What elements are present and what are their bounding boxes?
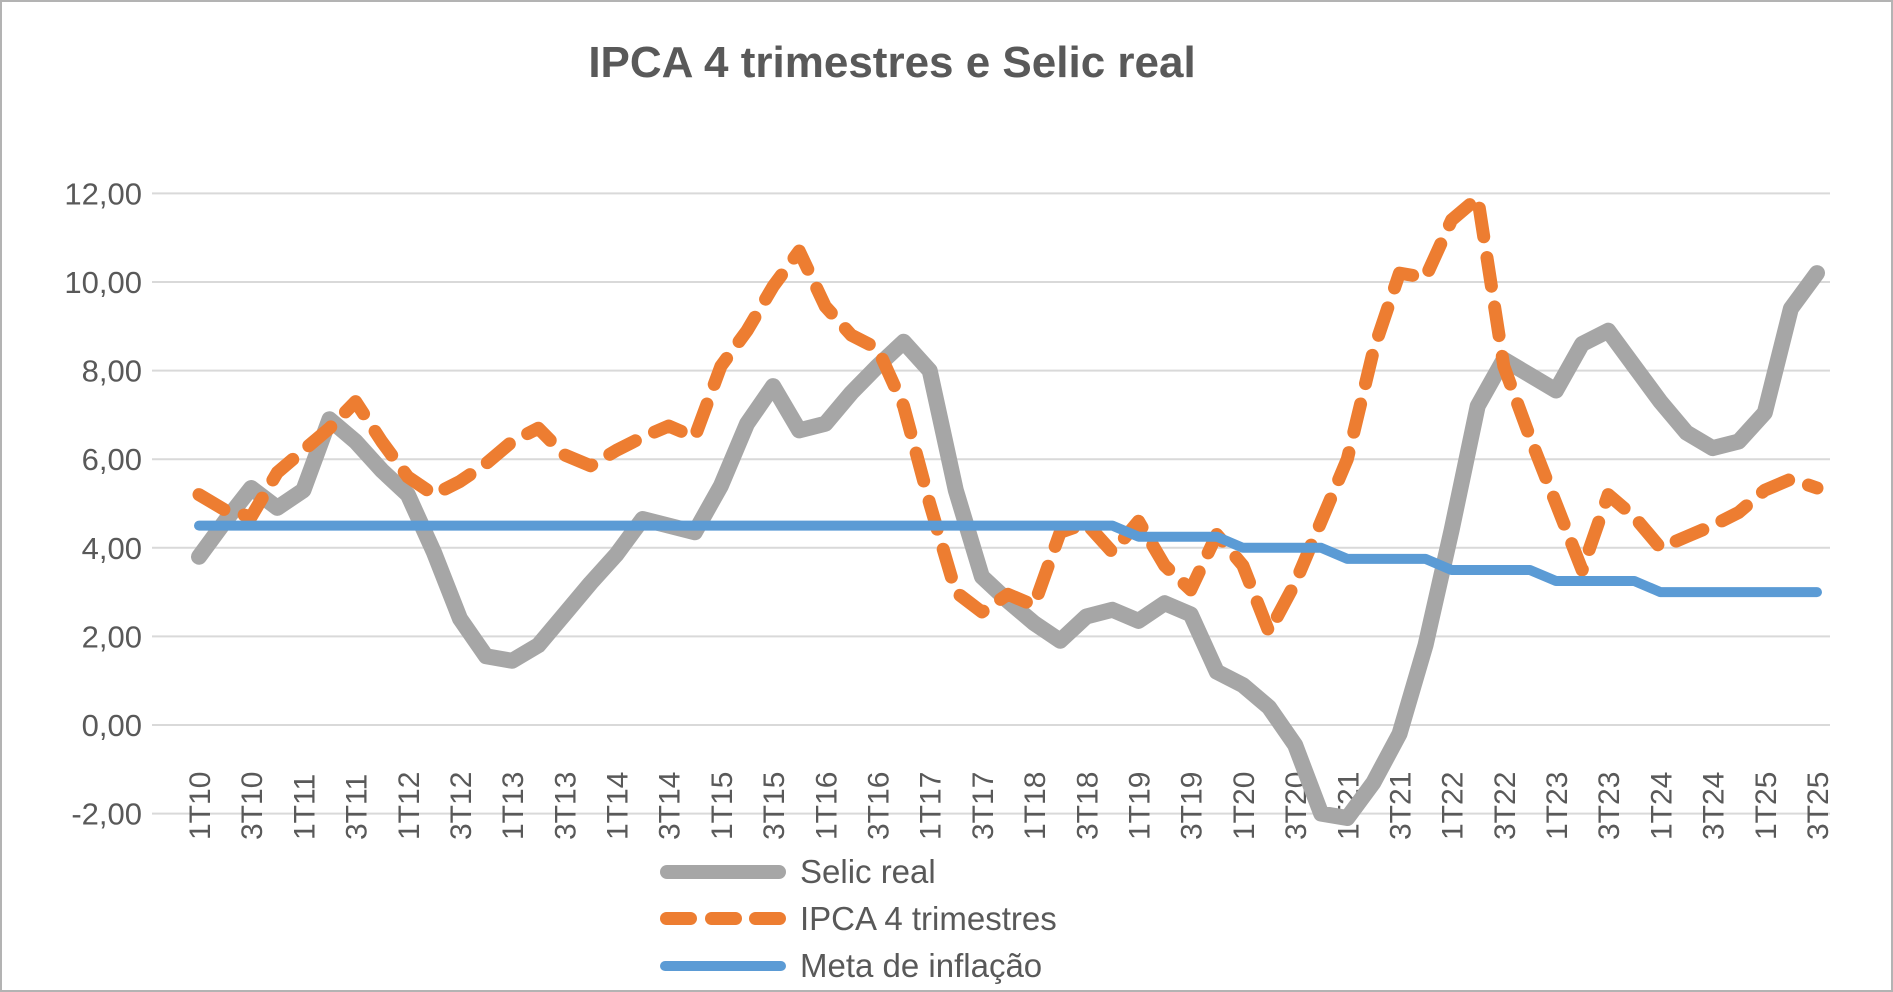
y-tick-label: 4,00 (82, 531, 142, 566)
y-tick-label: 10,00 (64, 265, 142, 300)
x-tick-label: 1T15 (706, 772, 739, 840)
y-tick-label: 6,00 (82, 442, 142, 477)
y-tick-label: 8,00 (82, 354, 142, 389)
legend-label: IPCA 4 trimestres (800, 899, 1057, 937)
x-axis-labels: 1T10 3T10 1T11 3T11 1T12 3T12 1T13 3T13 1T14 3T14… (184, 772, 1835, 840)
x-tick-label: 1T12 (393, 772, 426, 840)
x-tick-label: 1T20 (1228, 772, 1261, 840)
x-tick-label: 3T22 (1489, 772, 1522, 840)
x-tick-label: 1T24 (1645, 772, 1678, 840)
series-lines (191, 191, 1825, 826)
legend-label: Meta de inflação (800, 946, 1043, 984)
legend-item-ipca-4-trimestres: IPCA 4 trimestres (660, 895, 1057, 942)
x-tick-label: 1T19 (1123, 772, 1156, 840)
chart-title: IPCA 4 trimestres e Selic real (588, 38, 1196, 87)
x-tick-label: 1T13 (497, 772, 530, 840)
x-tick-label: 1T14 (602, 772, 635, 840)
x-tick-label: 3T16 (863, 772, 896, 840)
y-tick-label: 0,00 (82, 708, 142, 743)
x-tick-label: 1T25 (1750, 772, 1783, 840)
legend-swatch-ipca-4-trimestres (660, 912, 786, 925)
legend-line-sample (660, 864, 786, 879)
x-tick-label: 3T15 (758, 772, 791, 840)
x-tick-label: 3T14 (654, 772, 687, 840)
series-line-ipca-4-trimestres (192, 191, 1824, 639)
x-tick-label: 1T11 (288, 774, 321, 840)
x-tick-label: 3T11 (341, 774, 374, 840)
x-tick-label: 1T23 (1541, 772, 1574, 840)
x-tick-label: 3T12 (445, 772, 478, 840)
x-tick-label: 3T19 (1176, 772, 1209, 840)
x-tick-label: 1T18 (1019, 772, 1052, 840)
x-tick-label: 1T16 (810, 772, 843, 840)
x-tick-label: 3T21 (1384, 772, 1417, 840)
x-tick-label: 1T10 (184, 772, 217, 840)
legend-dash (704, 912, 742, 925)
x-tick-label: 3T17 (967, 772, 1000, 840)
legend-label: Selic real (800, 852, 936, 890)
legend-dash (749, 912, 786, 925)
legend-dash (660, 912, 697, 925)
y-tick-label: 2,00 (82, 619, 142, 654)
legend-item-meta-de-infla-o: Meta de inflação (660, 942, 1057, 989)
x-tick-label: 1T17 (915, 772, 948, 840)
x-tick-label: 3T25 (1802, 772, 1835, 840)
x-tick-label: 3T23 (1593, 772, 1626, 840)
legend-swatch-meta-de-infla-o (660, 960, 786, 971)
y-tick-label: 12,00 (64, 176, 142, 211)
y-tick-label: -2,00 (71, 797, 142, 832)
x-tick-label: 3T18 (1071, 772, 1104, 840)
x-tick-label: 1T22 (1437, 772, 1470, 840)
legend-item-selic-real: Selic real (660, 848, 1057, 895)
legend: Selic real IPCA 4 trimestres Meta de infla… (660, 848, 1057, 989)
x-tick-label: 3T13 (549, 772, 582, 840)
legend-swatch-selic-real (660, 864, 786, 879)
y-axis-labels: -2,00 0,00 2,00 4,00 6,00 8,00 10,00 12,00 (64, 176, 142, 831)
series-line-meta-de-infla-o (194, 520, 1822, 598)
legend-line-sample (660, 960, 786, 971)
x-tick-label: 3T10 (236, 772, 269, 840)
x-tick-label: 3T24 (1698, 772, 1731, 840)
